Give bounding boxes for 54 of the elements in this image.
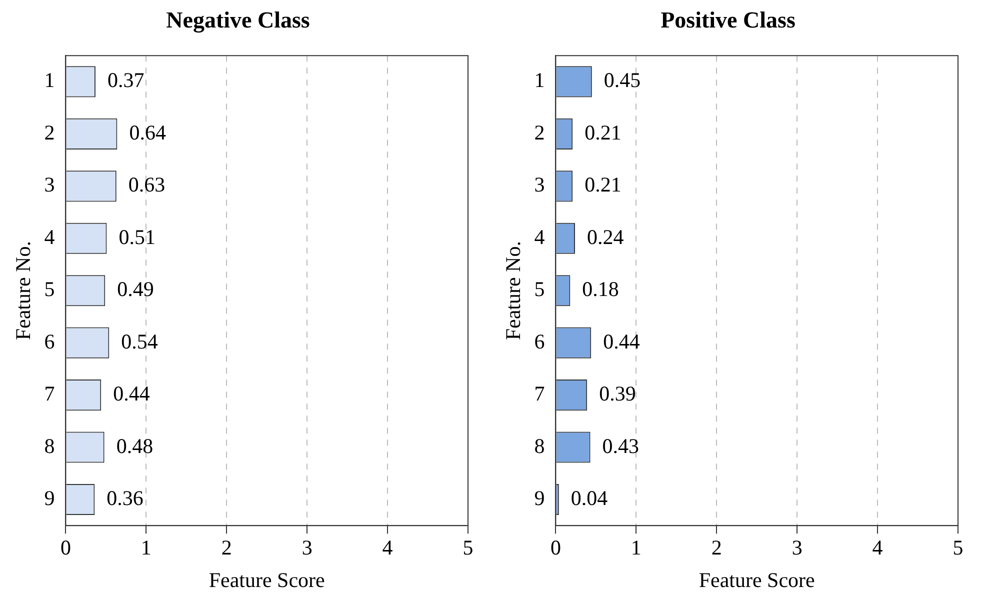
y-tick-label: 6 <box>44 329 55 354</box>
y-axis-title: Feature No. <box>11 241 36 340</box>
y-tick-label: 5 <box>534 277 545 302</box>
data-label: 0.21 <box>584 120 622 144</box>
data-label: 0.18 <box>582 277 619 302</box>
y-axis-title: Feature No. <box>501 241 526 340</box>
x-tick-label: 5 <box>952 536 964 560</box>
x-tick-label: 0 <box>60 536 71 560</box>
data-label: 0.44 <box>603 329 640 354</box>
data-label: 0.54 <box>121 329 158 354</box>
y-tick-label: 1 <box>534 68 545 92</box>
x-tick-label: 1 <box>630 536 642 560</box>
data-label: 0.45 <box>604 68 641 92</box>
y-tick-label: 9 <box>44 486 55 510</box>
y-tick-label: 8 <box>44 434 55 458</box>
x-tick-label: 1 <box>140 536 152 560</box>
y-tick-label: 5 <box>44 277 55 302</box>
x-axis-title: Feature Score <box>698 568 815 592</box>
data-label: 0.04 <box>570 486 608 510</box>
data-label: 0.21 <box>584 172 622 197</box>
data-label: 0.51 <box>118 224 156 249</box>
y-tick-label: 2 <box>44 120 55 144</box>
x-tick-label: 0 <box>550 536 561 560</box>
y-tick-label: 1 <box>44 68 55 92</box>
y-tick-label: 7 <box>44 382 55 406</box>
data-label: 0.24 <box>587 224 624 249</box>
data-label: 0.63 <box>128 172 166 197</box>
data-label: 0.39 <box>599 382 636 406</box>
chart-title: Positive Class <box>660 8 796 33</box>
y-tick-label: 4 <box>534 224 546 249</box>
y-tick-label: 9 <box>534 486 545 510</box>
data-label: 0.49 <box>117 277 154 302</box>
y-tick-label: 6 <box>534 329 545 354</box>
x-tick-label: 4 <box>872 536 884 560</box>
y-tick-label: 8 <box>534 434 545 458</box>
x-tick-label: 2 <box>221 536 232 560</box>
x-tick-label: 3 <box>792 536 802 560</box>
y-tick-label: 3 <box>44 172 55 197</box>
chart-title: Negative Class <box>166 8 310 34</box>
x-tick-label: 5 <box>462 536 474 560</box>
x-tick-label: 4 <box>382 536 394 560</box>
y-tick-label: 2 <box>534 120 545 144</box>
x-tick-label: 3 <box>302 536 312 560</box>
data-label: 0.64 <box>129 120 166 144</box>
data-label: 0.43 <box>602 434 640 458</box>
data-label: 0.48 <box>116 434 154 458</box>
y-tick-label: 3 <box>534 172 545 197</box>
x-axis-title: Feature Score <box>208 568 325 592</box>
data-label: 0.36 <box>106 486 144 510</box>
y-tick-label: 7 <box>534 382 545 406</box>
y-tick-label: 4 <box>44 224 56 249</box>
data-label: 0.37 <box>107 68 144 92</box>
x-tick-label: 2 <box>711 536 722 560</box>
data-label: 0.44 <box>113 382 150 406</box>
